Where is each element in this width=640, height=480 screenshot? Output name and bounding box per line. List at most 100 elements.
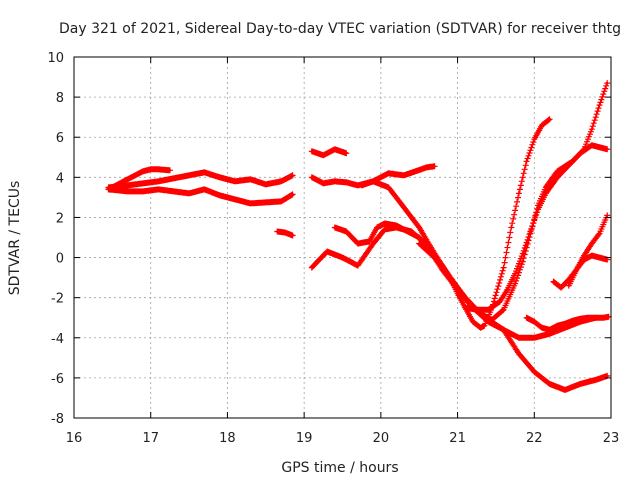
- series-t11: [462, 142, 611, 313]
- data-point: [345, 181, 348, 184]
- data-point: [218, 176, 221, 179]
- data-point: [548, 117, 551, 121]
- data-point: [141, 182, 145, 185]
- x-axis-label: GPS time / hours: [281, 460, 398, 476]
- data-point: [126, 184, 129, 187]
- data-point: [383, 228, 386, 231]
- data-point: [448, 276, 452, 279]
- data-point: [322, 154, 325, 157]
- data-point: [433, 256, 436, 259]
- data-point: [107, 188, 110, 191]
- data-point: [418, 242, 421, 245]
- data-point: [325, 250, 329, 253]
- data-point: [605, 214, 609, 217]
- data-point: [544, 192, 547, 195]
- data-point: [456, 292, 459, 295]
- data-point: [233, 198, 237, 201]
- data-point: [218, 194, 221, 197]
- data-point: [157, 188, 160, 191]
- y-tick-label: -8: [51, 412, 64, 427]
- data-point: [513, 282, 517, 285]
- data-point: [141, 190, 145, 193]
- data-point: [556, 176, 559, 179]
- data-point: [598, 146, 601, 149]
- x-tick-label: 20: [373, 431, 390, 446]
- data-point: [479, 312, 482, 315]
- data-point: [126, 190, 129, 193]
- data-point: [605, 258, 609, 261]
- data-point: [264, 201, 267, 204]
- data-point: [517, 336, 521, 339]
- data-point: [605, 374, 609, 378]
- data-point: [371, 242, 375, 245]
- data-point: [249, 202, 252, 205]
- data-point: [548, 328, 551, 331]
- data-point: [540, 123, 544, 127]
- data-point: [567, 164, 571, 167]
- data-point: [590, 128, 594, 131]
- data-point: [502, 328, 505, 331]
- data-point: [607, 315, 610, 318]
- plot-frame: [73, 56, 612, 419]
- x-tick-label: 18: [219, 431, 236, 446]
- data-point: [579, 317, 582, 320]
- data-point: [418, 226, 421, 229]
- data-point: [586, 316, 590, 319]
- data-point: [264, 183, 267, 186]
- data-point: [387, 172, 390, 175]
- data-point: [356, 184, 360, 187]
- data-point: [310, 176, 314, 179]
- series-t14: [565, 212, 611, 289]
- data-point: [333, 148, 337, 151]
- y-tick-label: 0: [56, 252, 64, 267]
- data-point: [291, 234, 294, 237]
- data-point: [464, 306, 467, 309]
- ticks: 16 17 18 19 20 21 22 23 -8 -6 -4 -2 0 2 4 6 8 10: [47, 51, 619, 446]
- data-point: [406, 230, 409, 233]
- data-point: [548, 382, 551, 386]
- data-point: [498, 300, 501, 303]
- data-point: [521, 252, 524, 255]
- x-tick-label: 16: [66, 431, 83, 446]
- data-point: [203, 188, 206, 191]
- data-point: [513, 272, 517, 275]
- data-point: [360, 184, 363, 187]
- data-point: [556, 324, 559, 327]
- data-point: [249, 178, 252, 181]
- data-point: [172, 190, 175, 193]
- data-point: [172, 177, 175, 180]
- data-point: [563, 322, 567, 325]
- x-tick-label: 19: [296, 431, 313, 446]
- data-point: [490, 318, 494, 321]
- data-point: [383, 222, 386, 225]
- data-point: [345, 230, 348, 233]
- data-point: [279, 200, 283, 203]
- y-tick-label: -2: [51, 292, 64, 307]
- y-axis-label: SDTVAR / TECUs: [7, 181, 23, 296]
- data-point: [333, 180, 337, 183]
- data-point: [322, 182, 325, 185]
- data-point: [533, 138, 536, 141]
- x-tick-label: 22: [526, 431, 543, 446]
- data-point: [517, 192, 521, 195]
- series-t12: [523, 313, 612, 333]
- data-point: [333, 226, 337, 229]
- x-tick-label: 21: [449, 431, 466, 446]
- data-point: [310, 150, 314, 153]
- data-point: [276, 230, 279, 233]
- data-point: [582, 254, 586, 257]
- data-point: [605, 148, 609, 151]
- data-point: [506, 288, 509, 291]
- data-point: [464, 296, 467, 299]
- data-point: [502, 266, 505, 269]
- data-point: [141, 170, 145, 173]
- data-point: [379, 176, 383, 179]
- data-point: [425, 166, 429, 169]
- data-point: [590, 144, 594, 147]
- data-point: [414, 170, 417, 173]
- data-point: [471, 320, 475, 323]
- data-point: [602, 316, 605, 319]
- data-point: [157, 180, 160, 183]
